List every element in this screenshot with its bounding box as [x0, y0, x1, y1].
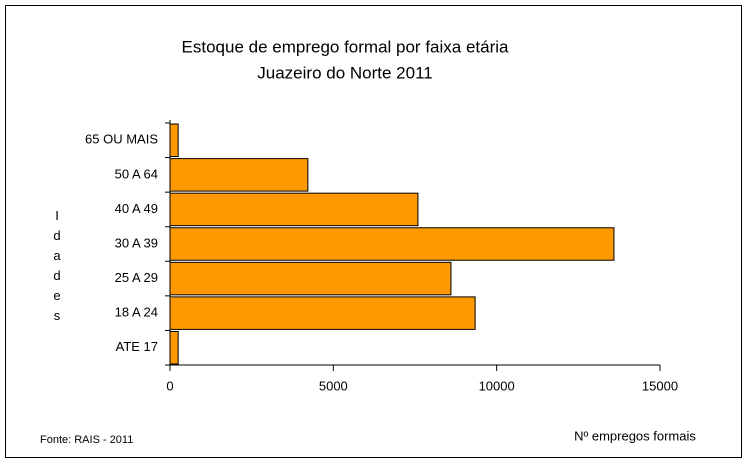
y-tick-label: 40 A 49 [115, 201, 158, 216]
x-tick-label: 5000 [319, 378, 348, 393]
chart-subtitle: Juazeiro do Norte 2011 [257, 63, 432, 82]
bar [169, 158, 309, 192]
y-axis-label: Idades [50, 208, 65, 328]
bar [169, 227, 615, 261]
bar [169, 192, 419, 227]
y-tick-label: 65 OU MAIS [85, 132, 158, 147]
chart-title: Estoque de emprego formal por faixa etár… [182, 37, 510, 56]
bar [169, 123, 179, 158]
x-axis-label: Nº empregos formais [574, 428, 696, 443]
bar [169, 330, 179, 365]
y-tick-label: 50 A 64 [115, 166, 158, 181]
bar [169, 261, 452, 296]
y-tick-label: ATE 17 [116, 339, 158, 354]
x-tick-label: 15000 [642, 378, 678, 393]
y-tick-label: 30 A 39 [115, 235, 158, 250]
x-tick-label: 10000 [479, 378, 515, 393]
y-tick-label: 25 A 29 [115, 270, 158, 285]
x-tick-label: 0 [166, 378, 173, 393]
y-tick-label: 18 A 24 [115, 305, 158, 320]
source: Fonte: RAIS - 2011 [40, 434, 133, 446]
bar [169, 296, 476, 330]
